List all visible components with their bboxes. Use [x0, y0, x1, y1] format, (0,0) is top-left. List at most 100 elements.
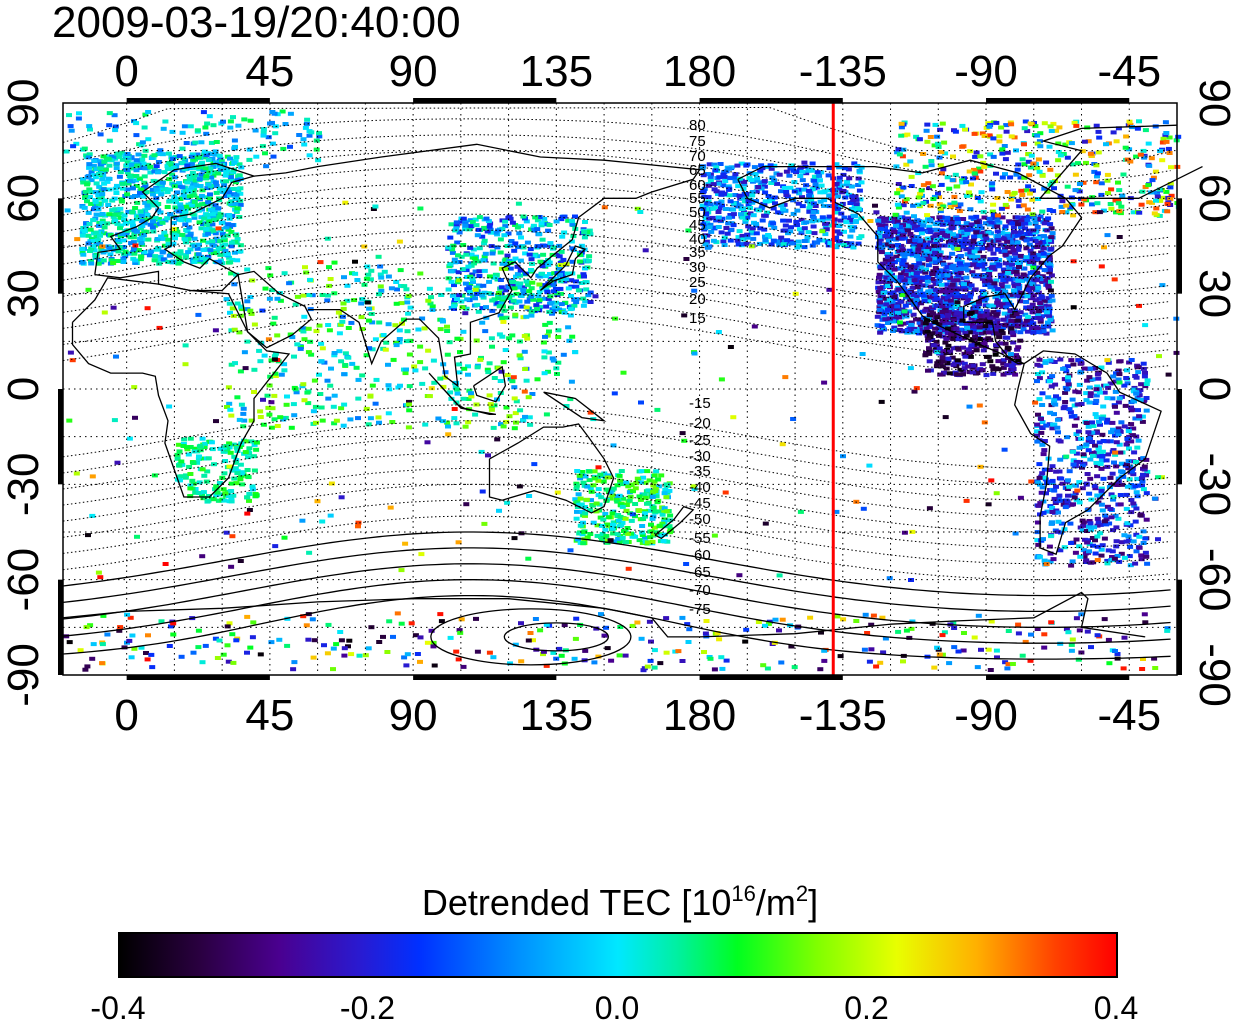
tec-sample — [981, 267, 988, 272]
tec-sample — [911, 278, 918, 283]
tec-sample — [245, 475, 252, 480]
tec-sample — [1044, 277, 1051, 282]
tec-sample — [152, 216, 159, 220]
tec-sample — [936, 329, 943, 334]
tec-sample — [1107, 507, 1114, 511]
tec-sample — [489, 298, 496, 303]
tec-sample — [938, 300, 945, 305]
tec-sample — [251, 442, 258, 447]
tec-sample — [85, 210, 92, 215]
tec-sample — [1046, 422, 1053, 427]
tec-sample — [998, 249, 1005, 254]
tec-sample — [224, 167, 231, 172]
tec-sample — [704, 233, 711, 238]
tec-sample — [1055, 417, 1061, 422]
tec-sample — [476, 269, 483, 274]
tec-sample — [114, 259, 121, 263]
tec-sample — [161, 243, 168, 248]
tec-sample — [1035, 503, 1042, 508]
tec-sample — [1049, 426, 1056, 431]
tec-sample — [699, 166, 706, 171]
tec-sample — [1139, 419, 1146, 424]
tec-sample — [118, 197, 125, 202]
tec-sample — [381, 269, 388, 274]
tec-sample — [1085, 538, 1091, 543]
tec-sample — [95, 207, 102, 212]
tec-sample — [359, 373, 366, 378]
tec-sample — [204, 469, 211, 474]
tec-sample — [1048, 273, 1055, 278]
tec-sample — [487, 230, 494, 235]
tec-sample — [837, 183, 844, 188]
tec-sample — [1064, 435, 1071, 440]
tec-sample — [654, 500, 661, 505]
tec-sample — [1049, 328, 1056, 333]
tec-sample — [316, 323, 323, 328]
tec-sample — [150, 192, 156, 197]
tec-sample — [950, 362, 957, 367]
tec-sample — [877, 294, 884, 298]
tec-sample — [1056, 469, 1063, 474]
tec-sample — [1040, 329, 1047, 334]
tec-sample — [194, 203, 201, 208]
tec-sample — [274, 333, 281, 338]
tec-sample — [417, 344, 424, 349]
tec-sample — [228, 199, 235, 204]
tec-sample — [234, 395, 241, 400]
tec-sample — [576, 259, 583, 264]
tec-sample — [389, 420, 396, 424]
tec-sample — [935, 359, 942, 364]
tec-sample — [96, 257, 103, 262]
tec-sample — [137, 165, 144, 170]
tec-sample — [738, 161, 745, 166]
tec-sample — [609, 493, 616, 498]
tec-sample — [935, 256, 942, 261]
tec-sample — [523, 314, 530, 319]
tec-sample — [1100, 404, 1107, 409]
tec-sample — [101, 159, 108, 164]
tec-sample — [203, 153, 210, 158]
tec-sample — [1138, 553, 1145, 558]
tec-sample — [1108, 482, 1115, 487]
tec-sample — [986, 272, 993, 276]
tec-sample — [891, 260, 898, 265]
tec-sample — [1109, 420, 1116, 425]
tec-sample — [510, 298, 517, 303]
tec-sample — [1066, 469, 1073, 474]
tec-sample — [1044, 509, 1051, 514]
tec-sample — [376, 320, 383, 325]
tec-sample — [569, 222, 576, 227]
tec-sample — [705, 195, 712, 200]
tec-sample — [231, 282, 238, 287]
tec-sample — [194, 246, 201, 251]
tec-sample — [442, 370, 449, 375]
tec-sample — [1076, 500, 1083, 505]
tec-sample — [711, 162, 718, 167]
tec-sample — [159, 220, 166, 225]
tec-sample — [242, 439, 249, 444]
tec-sample — [517, 281, 524, 286]
tec-sample — [1128, 483, 1135, 487]
tec-sample — [1095, 500, 1102, 505]
tec-sample — [228, 481, 235, 486]
tec-sample — [526, 252, 533, 257]
tec-sample — [99, 177, 106, 182]
tec-sample — [301, 337, 308, 342]
tec-sample — [498, 422, 504, 427]
tec-sample — [1054, 425, 1061, 430]
tec-sample — [142, 208, 149, 213]
tec-sample — [271, 393, 278, 398]
tec-sample — [171, 175, 178, 180]
tec-sample — [909, 226, 916, 231]
tec-sample — [1006, 219, 1013, 224]
tec-sample — [113, 191, 120, 195]
tec-sample — [469, 272, 476, 277]
tec-sample — [1053, 499, 1060, 504]
tec-sample — [220, 487, 227, 492]
tec-sample — [836, 186, 843, 191]
tec-sample — [1137, 397, 1144, 402]
tec-sample — [1039, 442, 1046, 447]
tec-sample — [995, 324, 1001, 329]
tec-sample — [801, 226, 808, 231]
tec-sample — [1054, 529, 1061, 534]
